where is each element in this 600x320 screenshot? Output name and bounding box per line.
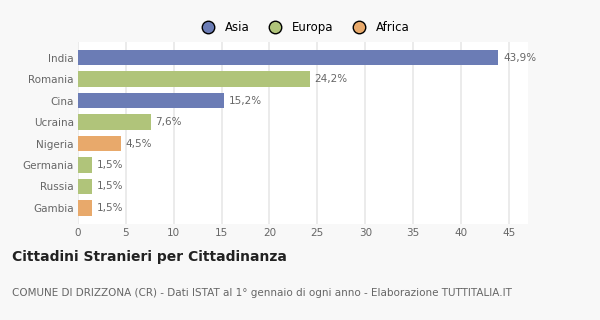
- Text: 4,5%: 4,5%: [126, 139, 152, 148]
- Bar: [78, 136, 121, 151]
- Text: 43,9%: 43,9%: [503, 52, 536, 63]
- Text: 1,5%: 1,5%: [97, 160, 124, 170]
- Bar: [78, 50, 499, 65]
- Text: 24,2%: 24,2%: [314, 74, 347, 84]
- Text: 15,2%: 15,2%: [229, 96, 262, 106]
- Legend: Asia, Europa, Africa: Asia, Europa, Africa: [191, 17, 415, 39]
- Text: COMUNE DI DRIZZONA (CR) - Dati ISTAT al 1° gennaio di ogni anno - Elaborazione T: COMUNE DI DRIZZONA (CR) - Dati ISTAT al …: [12, 288, 512, 298]
- Text: Cittadini Stranieri per Cittadinanza: Cittadini Stranieri per Cittadinanza: [12, 250, 287, 264]
- Text: 7,6%: 7,6%: [155, 117, 182, 127]
- Text: 1,5%: 1,5%: [97, 181, 124, 191]
- Bar: [78, 93, 224, 108]
- Text: 1,5%: 1,5%: [97, 203, 124, 213]
- Bar: [78, 157, 92, 173]
- Bar: [78, 114, 151, 130]
- Bar: [78, 200, 92, 216]
- Bar: [78, 179, 92, 194]
- Bar: [78, 71, 310, 87]
